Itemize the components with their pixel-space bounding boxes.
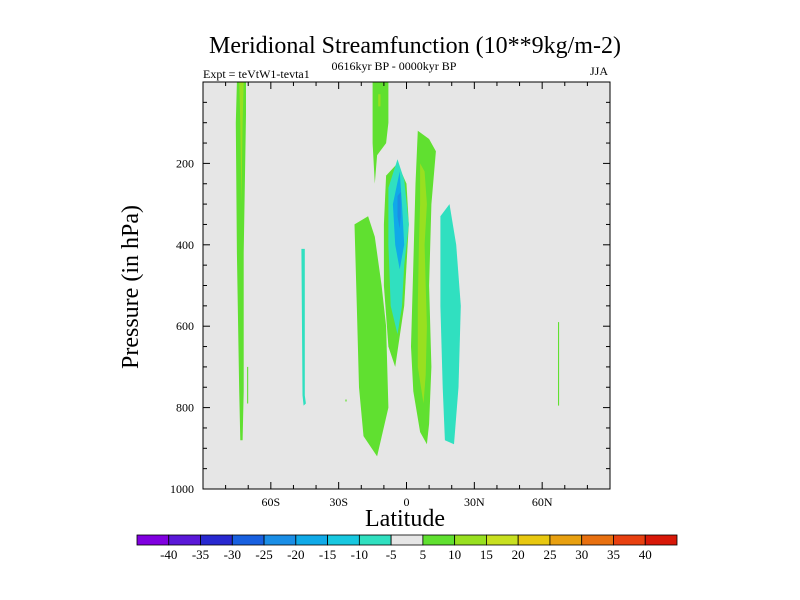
colorbar-swatch (454, 534, 487, 546)
contour-region-14 (440, 204, 461, 445)
y-tick-label: 600 (176, 319, 194, 333)
colorbar-label: -20 (287, 547, 304, 562)
contour-region-3 (301, 248, 306, 406)
plot-background (203, 82, 610, 489)
x-axis-label: Latitude (365, 506, 445, 532)
x-tick-label: 60N (532, 495, 553, 509)
colorbar-label: 10 (448, 547, 461, 562)
colorbar-swatch (231, 534, 265, 546)
colorbar-label: -25 (255, 547, 272, 562)
x-tick-label: 60S (261, 495, 280, 509)
subtitle-center: 0616kyr BP - 0000kyr BP (332, 59, 457, 73)
colorbar-swatch (581, 534, 614, 546)
colorbar-swatch (486, 534, 519, 546)
contour-region-4 (345, 399, 347, 402)
x-tick-label: 30N (464, 495, 485, 509)
colorbar-swatch (613, 534, 646, 546)
subtitle-left: Expt = teVtW1-tevta1 (203, 67, 310, 81)
colorbar-swatch (644, 534, 678, 546)
x-tick-label: 0 (404, 495, 410, 509)
colorbar-label: -15 (319, 547, 336, 562)
colorbar-swatch (549, 534, 583, 546)
contour-region-15 (558, 322, 560, 406)
y-axis-label: Pressure (in hPa) (118, 205, 144, 369)
y-tick-label: 400 (176, 238, 194, 252)
colorbar-swatch (200, 534, 233, 546)
contour-region-2 (247, 366, 249, 404)
colorbar-label: -10 (351, 547, 368, 562)
contour-region-1 (239, 82, 244, 205)
contour-region-13 (417, 163, 427, 404)
colorbar-swatch (327, 534, 360, 546)
colorbar-label: 5 (420, 547, 427, 562)
colorbar-swatch (295, 534, 328, 546)
x-tick-label: 30S (329, 495, 348, 509)
colorbar-label: 30 (575, 547, 588, 562)
chart-title: Meridional Streamfunction (10**9kg/m-2) (209, 33, 621, 59)
colorbar-label: 35 (607, 547, 620, 562)
y-tick-label: 1000 (170, 482, 194, 496)
contour-region-6 (378, 94, 381, 107)
contour-region-5 (372, 82, 389, 184)
colorbar-label: -40 (160, 547, 177, 562)
colorbar-swatch (390, 534, 424, 546)
y-tick-label: 800 (176, 401, 194, 415)
colorbar-label: 20 (512, 547, 525, 562)
axes: 60S 30S 0 30N 60N 200 400 600 800 1000 (170, 81, 611, 509)
contour-region-0 (235, 82, 246, 441)
colorbar-swatch (263, 534, 297, 546)
colorbar-label: -5 (386, 547, 397, 562)
colorbar-label: -30 (224, 547, 241, 562)
colorbar-label: 40 (639, 547, 652, 562)
colorbar: -40 -35 -30 -25 -20 -15 -10 -5 5 10 15 20 25 30 35 40 (136, 534, 678, 562)
subtitle-right: JJA (590, 64, 608, 78)
contour-region-11 (397, 191, 401, 229)
colorbar-swatch (517, 534, 551, 546)
contour-region-7 (354, 216, 389, 457)
colorbar-swatch (136, 534, 170, 546)
colorbar-swatch (168, 534, 201, 546)
colorbar-swatch (422, 534, 456, 546)
plot-area (203, 82, 610, 489)
colorbar-swatch (358, 534, 392, 546)
colorbar-label: -35 (192, 547, 209, 562)
y-tick-label: 200 (176, 156, 194, 170)
colorbar-label: 25 (543, 547, 556, 562)
colorbar-label: 15 (480, 547, 493, 562)
